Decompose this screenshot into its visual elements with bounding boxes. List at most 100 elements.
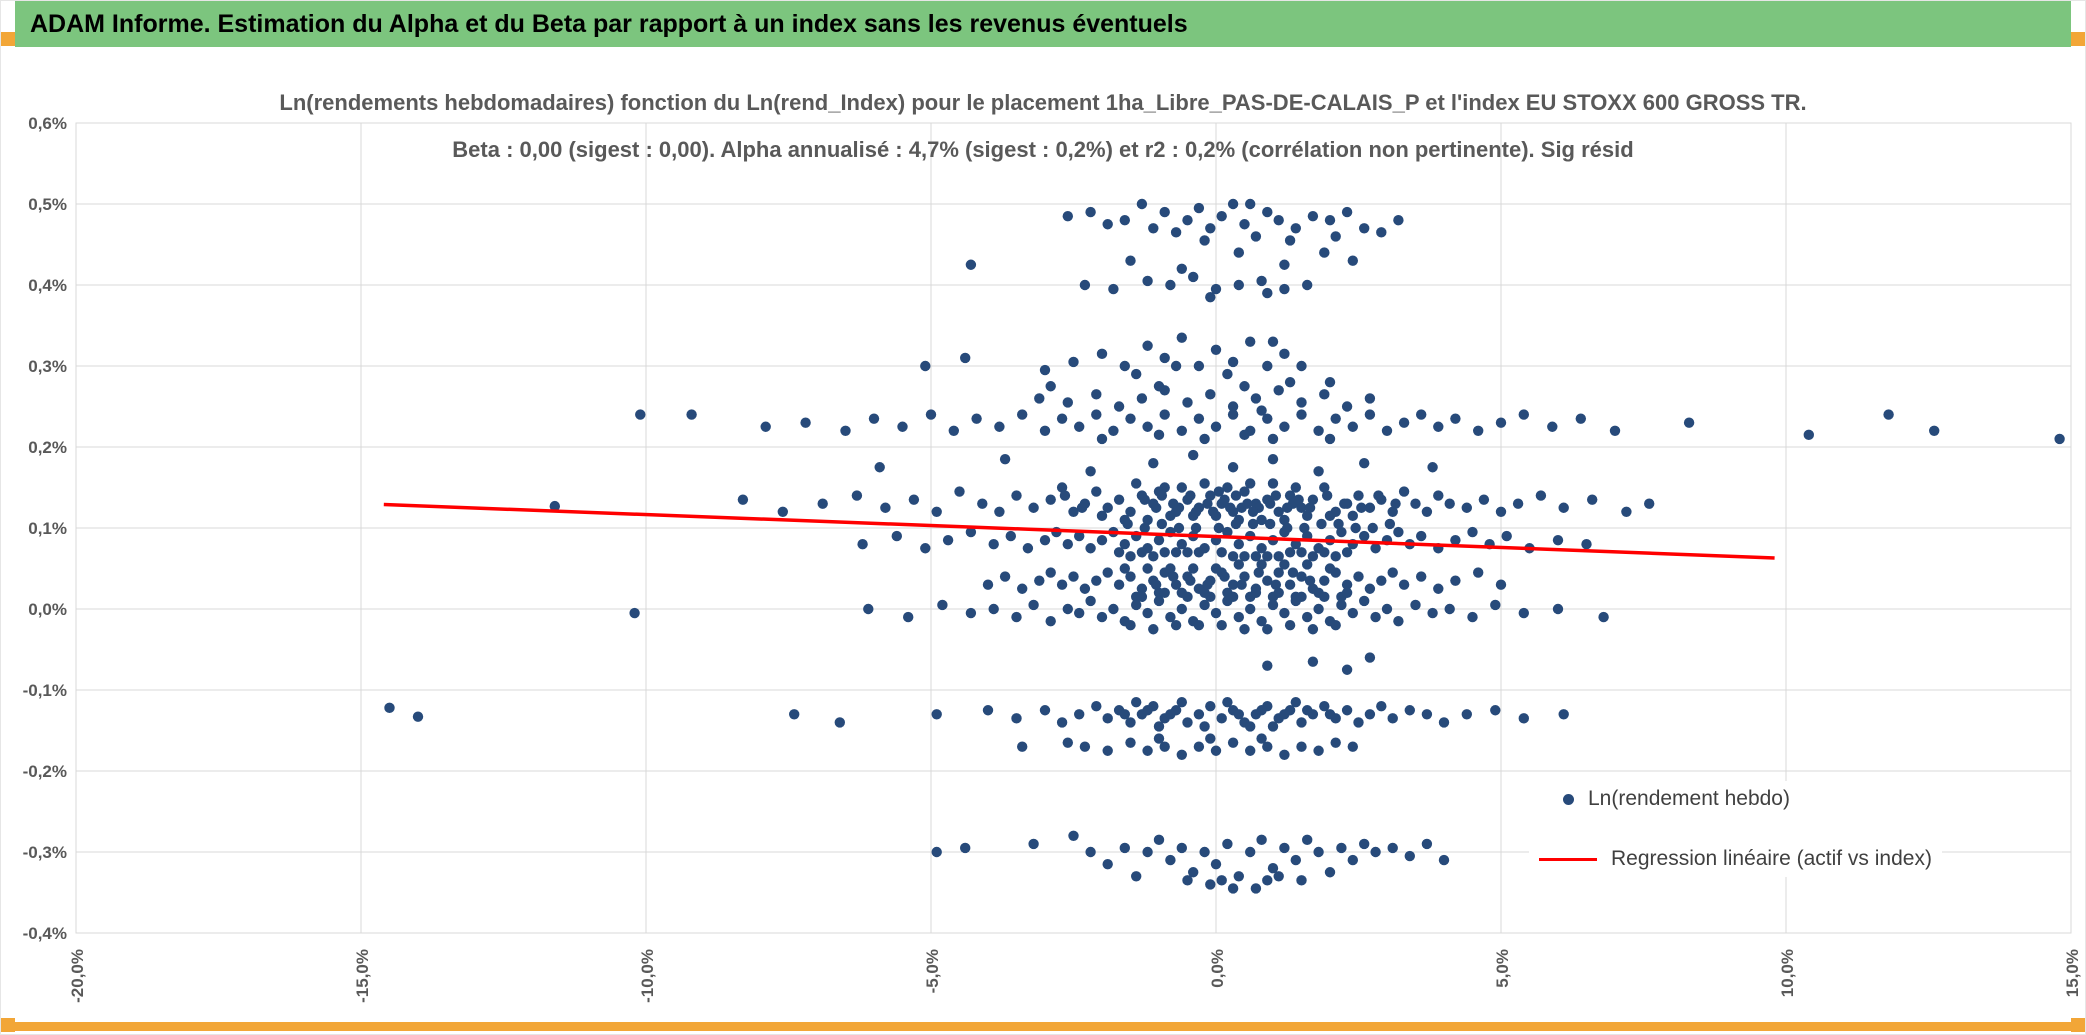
data-point[interactable] [1307, 551, 1319, 562]
legend-item-trendline[interactable]: Regression linéaire (actif vs index) [1539, 847, 1932, 871]
data-point[interactable] [1205, 291, 1216, 303]
data-point[interactable] [1227, 579, 1239, 590]
data-point[interactable] [1199, 235, 1210, 246]
data-point[interactable] [1062, 397, 1074, 408]
data-point[interactable] [948, 425, 959, 436]
data-point[interactable] [1150, 502, 1162, 513]
data-point[interactable] [1296, 571, 1307, 582]
data-point[interactable] [1267, 453, 1279, 465]
data-point[interactable] [1153, 595, 1165, 607]
data-point[interactable] [1176, 842, 1188, 854]
data-point[interactable] [1199, 721, 1210, 732]
data-point[interactable] [1119, 842, 1131, 854]
data-point[interactable] [1213, 486, 1225, 497]
data-point[interactable] [1387, 567, 1398, 578]
data-point[interactable] [1478, 494, 1490, 505]
data-point[interactable] [1279, 259, 1290, 270]
data-point[interactable] [1210, 283, 1222, 295]
data-point[interactable] [1165, 854, 1176, 866]
data-point[interactable] [1242, 498, 1253, 509]
data-point[interactable] [1321, 490, 1333, 501]
data-point[interactable] [1347, 421, 1359, 432]
data-point[interactable] [1245, 603, 1256, 615]
data-point[interactable] [965, 526, 977, 538]
data-point[interactable] [1364, 502, 1376, 513]
data-point[interactable] [1438, 854, 1450, 866]
data-point[interactable] [1279, 283, 1290, 295]
data-point[interactable] [1113, 494, 1125, 505]
data-point[interactable] [1250, 393, 1262, 404]
data-point[interactable] [1165, 611, 1176, 623]
data-point[interactable] [1316, 518, 1327, 530]
data-point[interactable] [1005, 530, 1016, 542]
data-point[interactable] [1256, 543, 1267, 554]
data-point[interactable] [1102, 502, 1113, 513]
data-point[interactable] [1170, 620, 1182, 631]
data-point[interactable] [1438, 717, 1450, 728]
data-point[interactable] [1205, 701, 1216, 712]
data-point[interactable] [1262, 413, 1273, 424]
data-point[interactable] [1017, 409, 1028, 420]
data-point[interactable] [1467, 526, 1478, 538]
data-point[interactable] [1330, 551, 1341, 562]
data-point[interactable] [1245, 745, 1256, 756]
data-point[interactable] [1205, 733, 1216, 744]
data-point[interactable] [1262, 875, 1273, 886]
data-point[interactable] [1313, 466, 1324, 477]
data-point[interactable] [1330, 231, 1341, 242]
data-point[interactable] [1222, 526, 1233, 538]
data-point[interactable] [1153, 721, 1165, 732]
data-point[interactable] [1085, 846, 1096, 858]
data-point[interactable] [1398, 486, 1410, 497]
data-point[interactable] [1045, 381, 1056, 392]
data-point[interactable] [931, 846, 942, 858]
data-point[interactable] [1341, 547, 1353, 558]
data-point[interactable] [1273, 385, 1284, 396]
data-point[interactable] [1205, 389, 1216, 400]
data-point[interactable] [931, 709, 942, 720]
data-point[interactable] [1262, 551, 1273, 562]
data-point[interactable] [1233, 559, 1245, 570]
data-point[interactable] [1518, 607, 1530, 619]
data-point[interactable] [1148, 223, 1159, 234]
x-tick-label[interactable]: 15,0% [2063, 949, 2082, 997]
data-point[interactable] [1170, 360, 1182, 372]
data-point[interactable] [868, 413, 880, 424]
data-point[interactable] [1165, 510, 1176, 522]
data-point[interactable] [1433, 490, 1444, 501]
data-point[interactable] [1068, 830, 1079, 841]
data-point[interactable] [1193, 741, 1205, 752]
data-point[interactable] [931, 506, 942, 517]
data-point[interactable] [1068, 571, 1079, 582]
data-point[interactable] [1153, 381, 1165, 392]
y-tick-label[interactable]: -0,2% [23, 762, 67, 781]
data-point[interactable] [1336, 526, 1347, 538]
data-point[interactable] [1113, 401, 1125, 412]
data-point[interactable] [1267, 599, 1279, 611]
data-point[interactable] [1307, 656, 1319, 667]
data-point[interactable] [1096, 510, 1108, 522]
data-point[interactable] [1273, 551, 1284, 562]
data-point[interactable] [1393, 615, 1404, 627]
data-point[interactable] [1347, 607, 1359, 619]
data-point[interactable] [1227, 883, 1239, 894]
data-point[interactable] [994, 421, 1005, 432]
data-point[interactable] [1176, 425, 1188, 436]
data-point[interactable] [1267, 721, 1279, 732]
data-point[interactable] [891, 530, 902, 542]
data-point[interactable] [1079, 279, 1091, 291]
data-point[interactable] [817, 498, 828, 509]
data-point[interactable] [1142, 421, 1153, 432]
data-point[interactable] [880, 502, 891, 513]
data-point[interactable] [1296, 547, 1307, 558]
data-point[interactable] [1227, 591, 1239, 603]
data-point[interactable] [1558, 502, 1569, 513]
data-point[interactable] [1319, 547, 1330, 558]
data-point[interactable] [1267, 863, 1279, 874]
data-point[interactable] [1450, 534, 1461, 546]
data-point[interactable] [1461, 709, 1473, 720]
data-point[interactable] [1353, 571, 1364, 582]
y-tick-label[interactable]: 0,3% [28, 357, 67, 376]
data-point[interactable] [1256, 733, 1267, 744]
data-point[interactable] [1173, 522, 1185, 534]
